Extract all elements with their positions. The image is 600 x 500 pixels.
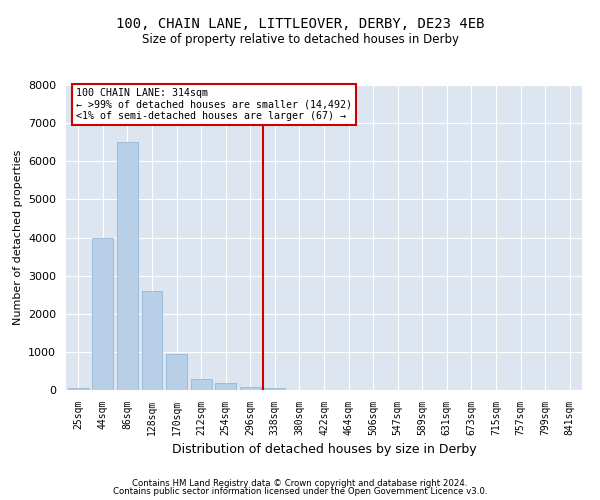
Text: Contains public sector information licensed under the Open Government Licence v3: Contains public sector information licen… [113,487,487,496]
Bar [68,388,89,390]
Bar [265,388,286,390]
Y-axis label: Number of detached properties: Number of detached properties [13,150,23,325]
Bar [92,238,113,390]
Bar [117,142,138,390]
Bar [166,354,187,390]
X-axis label: Distribution of detached houses by size in Derby: Distribution of detached houses by size … [172,444,476,456]
Bar [142,291,163,390]
Bar [215,383,236,390]
Text: 100 CHAIN LANE: 314sqm
← >99% of detached houses are smaller (14,492)
<1% of sem: 100 CHAIN LANE: 314sqm ← >99% of detache… [76,88,352,121]
Text: Contains HM Land Registry data © Crown copyright and database right 2024.: Contains HM Land Registry data © Crown c… [132,478,468,488]
Text: Size of property relative to detached houses in Derby: Size of property relative to detached ho… [142,32,458,46]
Text: 100, CHAIN LANE, LITTLEOVER, DERBY, DE23 4EB: 100, CHAIN LANE, LITTLEOVER, DERBY, DE23… [116,18,484,32]
Bar [191,380,212,390]
Bar [240,386,261,390]
